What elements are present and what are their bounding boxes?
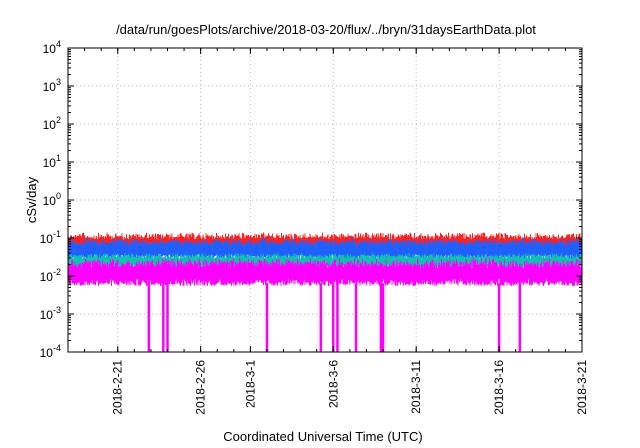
x-tick-label: 2018-2-21	[111, 360, 125, 415]
x-axis-label: Coordinated Universal Time (UTC)	[223, 429, 422, 444]
y-tick-exponent: -4	[53, 343, 61, 353]
chart-title: /data/run/goesPlots/archive/2018-03-20/f…	[116, 22, 536, 37]
y-tick-label: 10-1	[40, 229, 61, 246]
x-tick-label: 2018-3-21	[575, 360, 589, 415]
y-tick-label: 10-2	[40, 267, 61, 284]
ticks	[67, 47, 583, 353]
y-tick-exponent: 4	[56, 39, 61, 49]
y-tick-label: 10-4	[40, 343, 61, 360]
x-tick-label: 2018-3-1	[243, 360, 257, 408]
y-tick-exponent: 1	[56, 153, 61, 163]
y-tick-label: 101	[43, 153, 61, 170]
y-tick-label: 100	[43, 191, 61, 208]
x-tick-label: 2018-3-11	[409, 360, 423, 414]
y-tick-exponent: 3	[56, 77, 61, 87]
y-tick-label: 103	[43, 77, 61, 94]
y-tick-exponent: -2	[53, 267, 61, 277]
x-tick-labels: 2018-2-21 2018-2-26 2018-3-1 2018-3-6 2018-3…	[111, 360, 589, 415]
plot-area	[67, 232, 583, 352]
x-tick-label: 2018-3-16	[492, 360, 506, 415]
y-tick-exponent: 2	[56, 115, 61, 125]
y-tick-exponent: -3	[53, 305, 61, 315]
grid	[68, 48, 582, 352]
y-tick-exponent: -1	[53, 229, 61, 239]
y-tick-label: 102	[43, 115, 61, 132]
y-tick-label: 104	[43, 39, 61, 56]
y-tick-exponent: 0	[56, 191, 61, 201]
x-tick-label: 2018-2-26	[194, 360, 208, 415]
y-tick-label: 10-3	[40, 305, 61, 322]
y-axis-label: cSv/day	[24, 176, 39, 223]
x-tick-label: 2018-3-6	[326, 360, 340, 408]
